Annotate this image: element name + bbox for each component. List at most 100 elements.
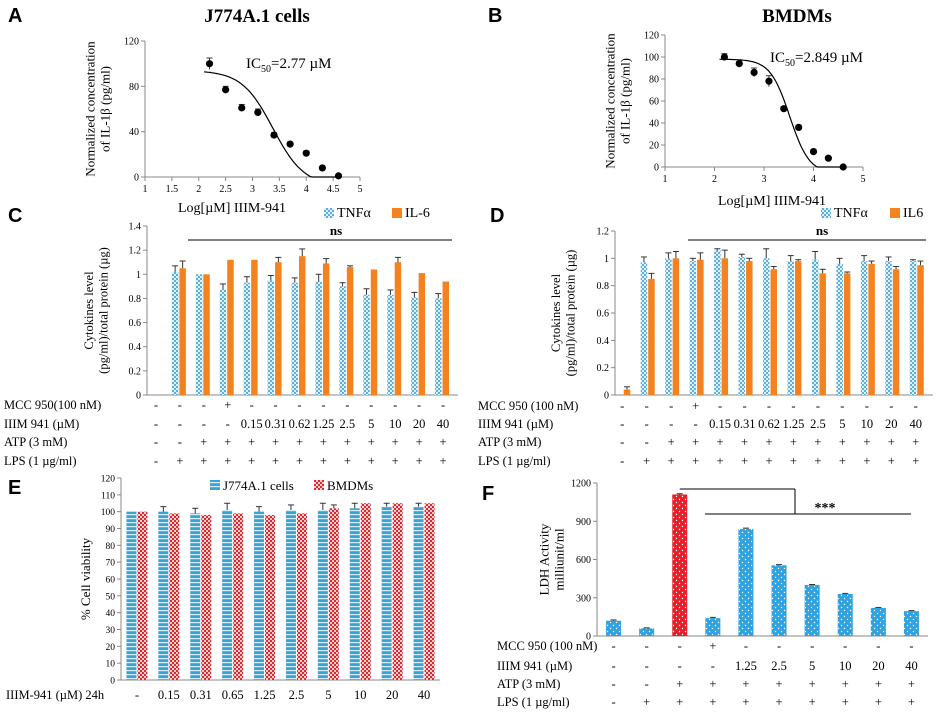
- y-tick-label: 120: [101, 475, 116, 485]
- condition-cell: -: [620, 399, 624, 413]
- condition-cell: +: [814, 435, 821, 449]
- y-axis-title: Normalized concentration: [603, 33, 618, 169]
- bmdm-bar: [137, 511, 148, 680]
- data-point: [318, 164, 326, 172]
- y-axis-title: % Cell viability: [78, 537, 93, 620]
- condition-cell: -: [744, 639, 748, 653]
- condition-cell: -: [297, 398, 301, 412]
- condition-cell: -: [154, 398, 158, 412]
- condition-cell: -: [611, 659, 615, 673]
- j774-bar: [285, 509, 296, 680]
- condition-cell: -: [393, 398, 397, 412]
- condition-row-label: ATP (3 mM): [478, 435, 541, 449]
- condition-cell: 40: [910, 417, 923, 431]
- x-tick-label: -: [135, 688, 139, 702]
- data-point: [735, 60, 743, 68]
- legend-swatch-bmdm: [314, 480, 324, 490]
- condition-row-label: LPS (1 µg/ml): [4, 454, 77, 468]
- condition-cell: +: [692, 399, 699, 413]
- data-point: [750, 68, 758, 76]
- y-tick-label: 1200: [571, 479, 591, 490]
- data-point: [254, 108, 262, 116]
- ldh-bar: [738, 528, 754, 636]
- condition-cell: +: [392, 454, 399, 468]
- y-tick-label: 60: [106, 576, 116, 586]
- data-point: [222, 86, 230, 94]
- condition-cell: -: [202, 398, 206, 412]
- condition-cell: +: [888, 454, 895, 468]
- condition-row-label: ATP (3 mM): [4, 435, 67, 449]
- condition-cell: -: [620, 454, 624, 468]
- condition-cell: 5: [368, 417, 374, 431]
- condition-cell: -: [777, 639, 781, 653]
- condition-cell: -: [154, 454, 158, 468]
- y-axis-title: LDH Activity: [537, 523, 552, 595]
- j774-bar: [190, 513, 201, 680]
- y-axis-title: of IL-1β (pg/ml): [618, 58, 633, 144]
- data-point: [238, 104, 246, 112]
- tnf-bar: [219, 289, 227, 395]
- condition-row-label: LPS (1 µg/ml): [497, 695, 570, 709]
- condition-cell: +: [765, 435, 772, 449]
- ic50-text: IC: [246, 56, 261, 72]
- bmdm-bar: [392, 503, 403, 680]
- condition-cell: -: [816, 399, 820, 413]
- tnf-bar: [787, 261, 794, 395]
- condition-cell: +: [912, 454, 919, 468]
- condition-cell: -: [791, 399, 795, 413]
- condition-cell: -: [889, 399, 893, 413]
- condition-cell: +: [320, 454, 327, 468]
- tnf-bar: [885, 261, 892, 395]
- condition-cell: -: [645, 435, 649, 449]
- y-tick-label: 0.8: [129, 294, 142, 305]
- panel-label-e: E: [8, 477, 21, 499]
- il6-bar: [179, 268, 186, 395]
- condition-cell: 0.31: [265, 417, 287, 431]
- y-axis-title: milliunit/ml: [552, 528, 567, 591]
- y-tick-label: 0.8: [597, 281, 610, 292]
- condition-cell: -: [645, 677, 649, 691]
- condition-cell: +: [809, 677, 816, 691]
- condition-cell: +: [392, 435, 399, 449]
- condition-cell: 0.15: [241, 417, 263, 431]
- condition-cell: 2.5: [771, 659, 787, 673]
- condition-cell: +: [248, 454, 255, 468]
- condition-cell: +: [839, 454, 846, 468]
- condition-cell: 20: [885, 417, 898, 431]
- condition-cell: -: [810, 639, 814, 653]
- condition-cell: -: [876, 639, 880, 653]
- condition-cell: -: [202, 417, 206, 431]
- ldh-bar: [705, 618, 721, 636]
- condition-cell: +: [248, 435, 255, 449]
- ic50-value: =2.849 µM: [795, 50, 863, 66]
- x-row-label: IIIM-941 (µM) 24h: [6, 688, 105, 702]
- condition-cell: +: [692, 454, 699, 468]
- condition-cell: -: [154, 435, 158, 449]
- condition-cell: +: [908, 695, 915, 709]
- y-tick-label: 30: [106, 626, 116, 636]
- condition-cell: -: [369, 398, 373, 412]
- j774-bar: [349, 508, 360, 680]
- y-tick-label: 50: [106, 592, 116, 602]
- tnf-bar: [909, 261, 917, 395]
- data-point: [809, 148, 818, 156]
- condition-cell: +: [224, 435, 231, 449]
- condition-cell: 5: [809, 659, 815, 673]
- condition-cell: -: [273, 398, 277, 412]
- condition-cell: -: [645, 399, 649, 413]
- ldh-bar: [804, 585, 820, 636]
- condition-cell: +: [875, 677, 882, 691]
- x-tick-label: 4: [304, 184, 309, 195]
- j774-bar: [381, 506, 392, 680]
- il6-bar: [892, 269, 900, 395]
- y-tick-label: 120: [124, 37, 139, 48]
- panel-label-c: C: [8, 205, 22, 227]
- condition-cell: -: [669, 399, 673, 413]
- tnf-bar: [640, 262, 648, 395]
- ldh-bar: [903, 611, 919, 636]
- condition-cell: -: [178, 435, 182, 449]
- x-tick-label: 3: [250, 184, 255, 195]
- data-point: [839, 163, 847, 171]
- ldh-bar: [870, 607, 886, 636]
- il6-bar: [370, 269, 378, 395]
